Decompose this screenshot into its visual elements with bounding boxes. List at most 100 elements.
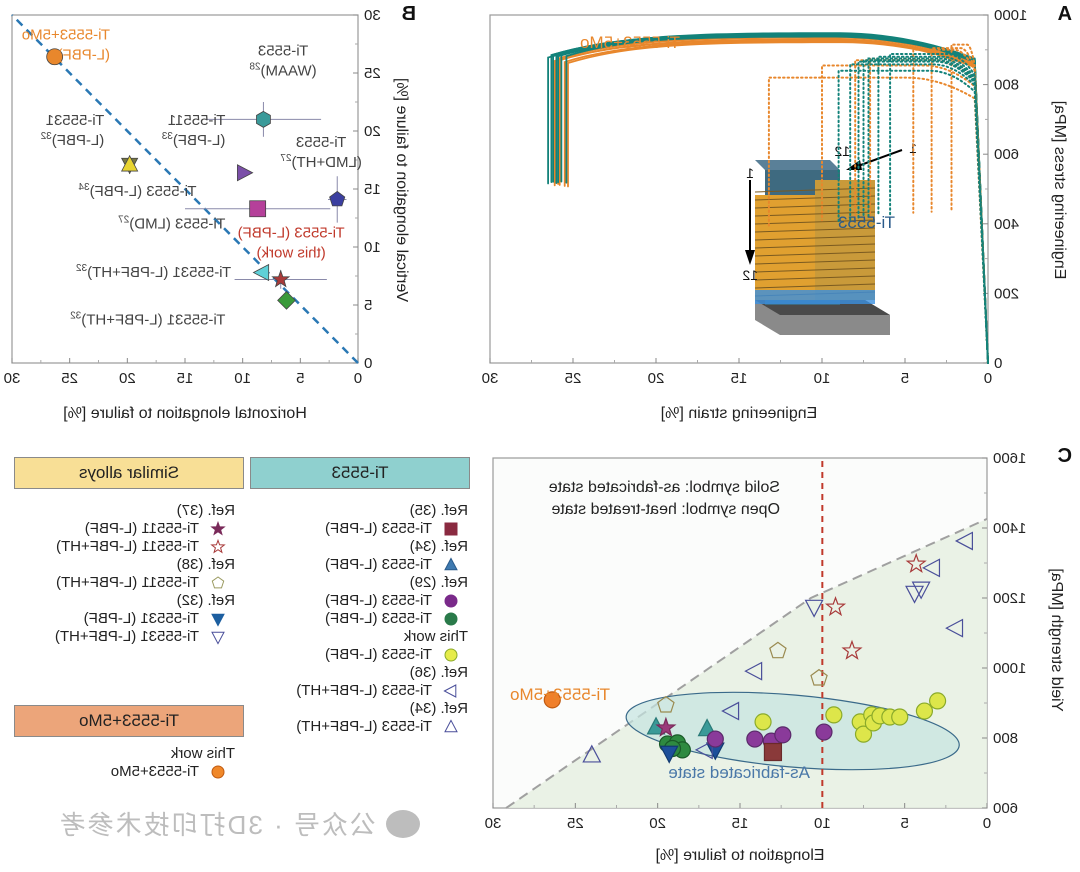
point-label-line2: (L-PBF)32 (40, 131, 104, 149)
marker-shape (211, 613, 225, 627)
point-ref29p (746, 730, 764, 748)
star-marker-icon (210, 539, 226, 554)
point-ref34ht (582, 744, 602, 763)
layer-line (754, 211, 876, 217)
curve-dotted (767, 76, 989, 364)
panel-label-a: A (1058, 3, 1072, 25)
legend-item-label: Ti-5553 (L-PBF+HT) (296, 718, 432, 735)
curve-dotted (950, 43, 989, 364)
point-square (249, 200, 267, 218)
legend-item: Ti-5553 (L-PBF) (296, 520, 468, 538)
x-tick-label: 10 (814, 370, 831, 387)
point-label-line2: (LMD+HT)27 (280, 153, 362, 171)
x-tick-label: 15 (177, 370, 194, 387)
curve-dotted (849, 63, 989, 364)
legend-item: Ti-55531 (L-PBF+HT) (55, 628, 235, 646)
marker-shape (210, 521, 226, 536)
marker-shape (443, 684, 457, 698)
y-tick-label: 0 (364, 355, 372, 372)
axis-ticks: 0 5 10 15 20 25 30 600 800 1000 1200 1400 1600 (485, 450, 1027, 832)
legend-item: Ti-55511 (L-PBF+HT) (55, 574, 235, 592)
legend-mo-list: This work Ti-5553+5Mo (111, 745, 235, 781)
marker-shape (444, 719, 458, 733)
x-tick-label: 20 (648, 370, 665, 387)
legend-ti5553-list: Ref. (35) Ti-5553 (L-PBF) Ref. (34) Ti-5553… (296, 502, 468, 736)
legend-item: Ti-5553+5Mo (111, 763, 235, 781)
point-ref37ht (905, 552, 927, 574)
curve-dotted (912, 48, 989, 364)
y-tick-label: 20 (364, 123, 381, 140)
arrow-head (745, 250, 755, 265)
point-triangle-up (120, 154, 139, 172)
legend-item-label: Ti-55531 (L-PBF+HT) (54, 628, 199, 645)
arrow-label: 12 (742, 267, 758, 283)
x-axis-label: Elongation to failure [%] (656, 847, 825, 864)
superscript: 28 (249, 62, 261, 73)
y-tick-label: 1400 (993, 520, 1026, 537)
y-axis-label: Vertical elongation to failure [%] (393, 78, 410, 302)
y-tick-label: 1600 (993, 450, 1026, 467)
point-ref29p (706, 730, 724, 748)
legend-item-label: Ti-5553 (L-PBF+HT) (296, 682, 432, 699)
arrow-label: 12 (834, 143, 850, 159)
x-tick-label: 10 (234, 370, 251, 387)
point-ref29p (815, 723, 833, 741)
point-label: Ti-55531 (L-PBF+HT)32 (70, 311, 226, 329)
legend-ref-label: Ref. (35) (409, 502, 468, 519)
legend-header-ti5553: Ti-5553 (250, 457, 470, 489)
triangle-up-marker-icon (444, 719, 458, 733)
layer-line (754, 219, 876, 225)
square-marker-icon (444, 522, 458, 536)
point-label: Ti-5553 (LMD)27 (118, 214, 226, 232)
axis-ticks: 0 5 10 15 20 25 30 0 5 10 15 20 25 30 (4, 7, 381, 387)
point-ref38 (657, 695, 675, 713)
curve-dotted (857, 60, 989, 364)
blue-block-top (755, 160, 840, 170)
legend-header-similar-alloys: Similar alloys (14, 457, 244, 489)
point-label: Ti-5553 (258, 43, 308, 60)
point-ref38 (769, 641, 787, 659)
panel-label-b: B (402, 3, 416, 25)
layer-line (754, 251, 876, 257)
point-ref37ht (824, 596, 847, 617)
layer-line (754, 227, 876, 233)
point-ref36 (922, 558, 941, 578)
x-tick-label: 20 (649, 815, 666, 832)
superscript: 27 (118, 214, 130, 225)
y-tick-label: 800 (993, 730, 1018, 747)
point-ref36 (954, 531, 973, 551)
watermark: 公众号 · 3D打印技术参考 (58, 805, 420, 842)
curve-solid (552, 32, 989, 364)
annotation-ti5553-5mo: Ti-5553+5Mo (510, 685, 610, 704)
point-diamond (277, 290, 296, 310)
plot-area (489, 14, 989, 364)
point-thiswork (915, 702, 934, 720)
curve-dotted (837, 69, 989, 364)
legend-item-label: Ti-5553 (L-PBF) (325, 520, 432, 537)
triangle-right-marker-icon (443, 684, 457, 698)
x-tick-label: 25 (61, 370, 78, 387)
legend-item: Ti-5553 (L-PBF+HT) (296, 682, 468, 700)
point-ref35 (763, 742, 783, 762)
x-tick-label: 25 (565, 370, 582, 387)
legend-ref-label: Ref. (34) (409, 538, 468, 555)
circle-marker-icon (444, 594, 458, 608)
x-tick-label: 30 (485, 815, 502, 832)
point-label-line2: (L-PBF)33 (161, 131, 225, 149)
superscript: 34 (78, 182, 90, 193)
marker-shape (444, 594, 458, 608)
legend-ref-label: Ref. (36) (409, 664, 468, 681)
x-tick-label: 0 (984, 370, 992, 387)
legend-item-label: Ti-5553 (L-PBF) (325, 646, 432, 663)
legend-similar-list: Ref. (37) Ti-55511 (L-PBF) Ti-55511 (L-PBF… (55, 502, 235, 646)
y-tick-label: 0 (994, 355, 1002, 372)
legend-item-label: Ti-5553+5Mo (110, 763, 199, 780)
pentagon-marker-icon (211, 576, 225, 589)
legend-item-label: Ti-55511 (L-PBF) (84, 520, 199, 537)
layer-line (754, 259, 876, 265)
x-tick-label: 5 (296, 370, 304, 387)
x-axis-label: Horizontal elongation to failure [%] (63, 405, 307, 422)
panel-b-elongation-scatter: B Vertical elongation to failure [%] 0 5 1… (4, 3, 416, 422)
y-tick-label: 5 (364, 297, 372, 314)
